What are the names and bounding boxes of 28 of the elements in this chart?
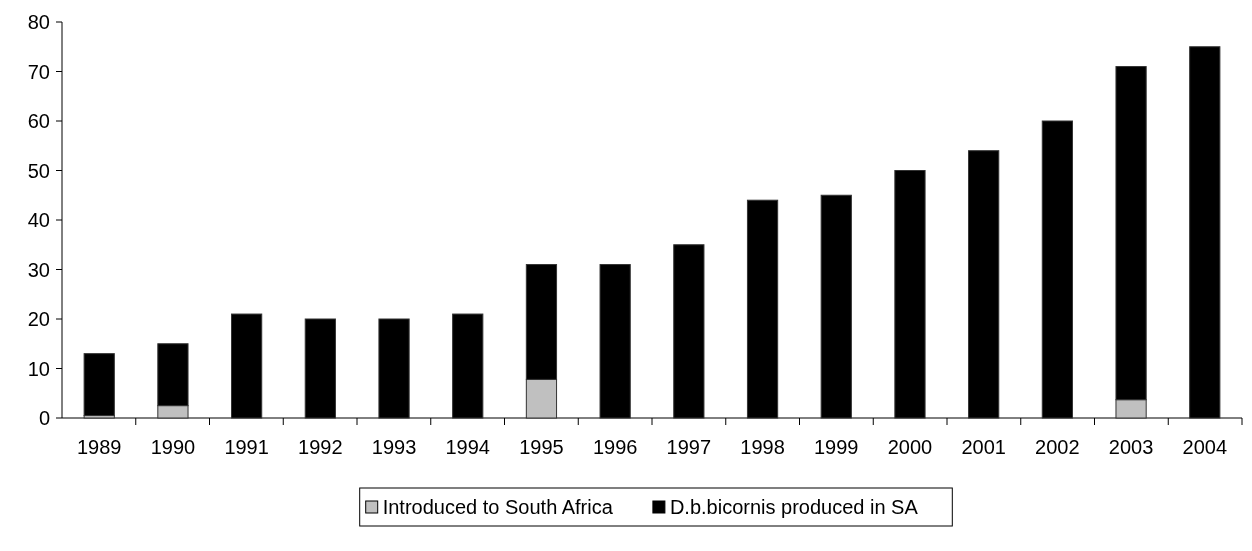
x-tick-label: 1989	[76, 436, 122, 458]
x-tick-label: 2004	[1182, 436, 1228, 458]
x-tick-label: 1992	[298, 436, 343, 458]
x-tick-label: 2000	[887, 436, 933, 458]
x-tick-label: 1991	[224, 436, 269, 458]
x-tick-label: 1993	[371, 436, 417, 458]
y-tick-label: 50	[27, 159, 50, 182]
x-tick-label: 1995	[519, 436, 564, 458]
x-tick-label: 1999	[814, 436, 859, 458]
y-tick-label: 60	[27, 110, 50, 132]
x-tick-label: 1994	[445, 436, 490, 458]
y-tick-label: 20	[27, 308, 50, 330]
y-tick-label: 30	[27, 258, 50, 281]
y-tick-label: 70	[27, 60, 50, 83]
x-tick-label: 2002	[1035, 436, 1080, 458]
y-tick-label: 40	[27, 209, 50, 231]
x-tick-label: 1997	[666, 436, 712, 458]
y-tick-label: 0	[38, 407, 50, 429]
x-tick-label: 1990	[150, 436, 196, 458]
y-tick-label: 10	[27, 357, 50, 380]
x-tick-label: 2001	[961, 436, 1006, 458]
bar	[83, 353, 115, 417]
legend-label: D.b.bicornis produced in SA	[669, 496, 919, 518]
x-tick-label: 2003	[1108, 436, 1154, 458]
x-tick-label: 1996	[592, 436, 638, 458]
x-tick-label: 1998	[740, 436, 785, 458]
legend-label: Introduced to South Africa	[382, 496, 614, 518]
y-tick-label: 80	[27, 11, 50, 33]
